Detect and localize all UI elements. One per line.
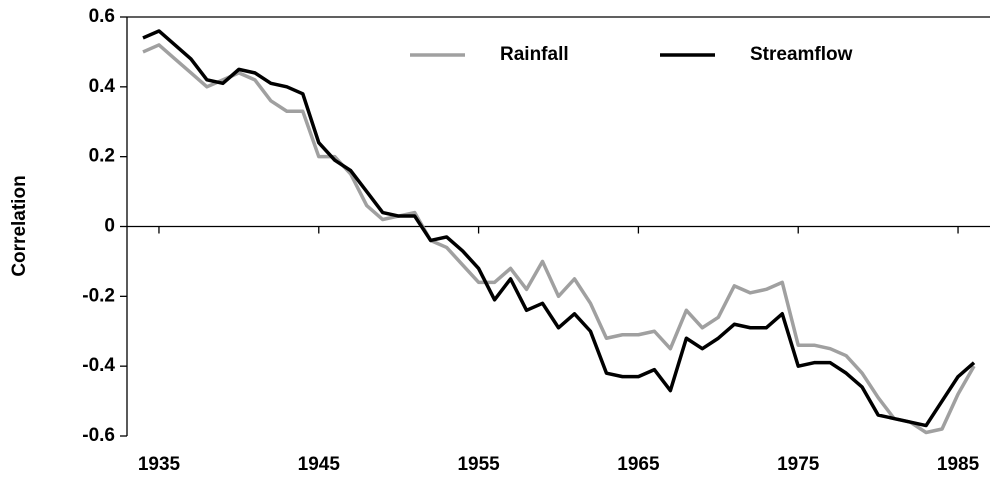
y-tick-label: -0.4 [82, 355, 115, 376]
y-tick-label: 0.4 [89, 76, 116, 97]
series-line [142, 29, 976, 428]
x-tick-label: 1985 [937, 454, 980, 475]
y-tick-label: 0.6 [89, 6, 115, 27]
x-tick-label: 1955 [457, 454, 500, 475]
series-line [142, 43, 976, 435]
legend-label: Streamflow [750, 44, 853, 65]
y-tick-label: -0.6 [82, 425, 115, 446]
x-tick-label: 1975 [777, 454, 820, 475]
x-tick-label: 1965 [617, 454, 660, 475]
y-tick-label: 0.2 [89, 146, 115, 167]
x-tick-label: 1945 [298, 454, 341, 475]
x-tick-label: 1935 [138, 454, 181, 475]
y-tick-label: -0.2 [82, 285, 115, 306]
y-tick-label: 0 [104, 216, 115, 237]
y-axis-label: Correlation [9, 175, 30, 276]
legend-label: Rainfall [500, 44, 569, 65]
